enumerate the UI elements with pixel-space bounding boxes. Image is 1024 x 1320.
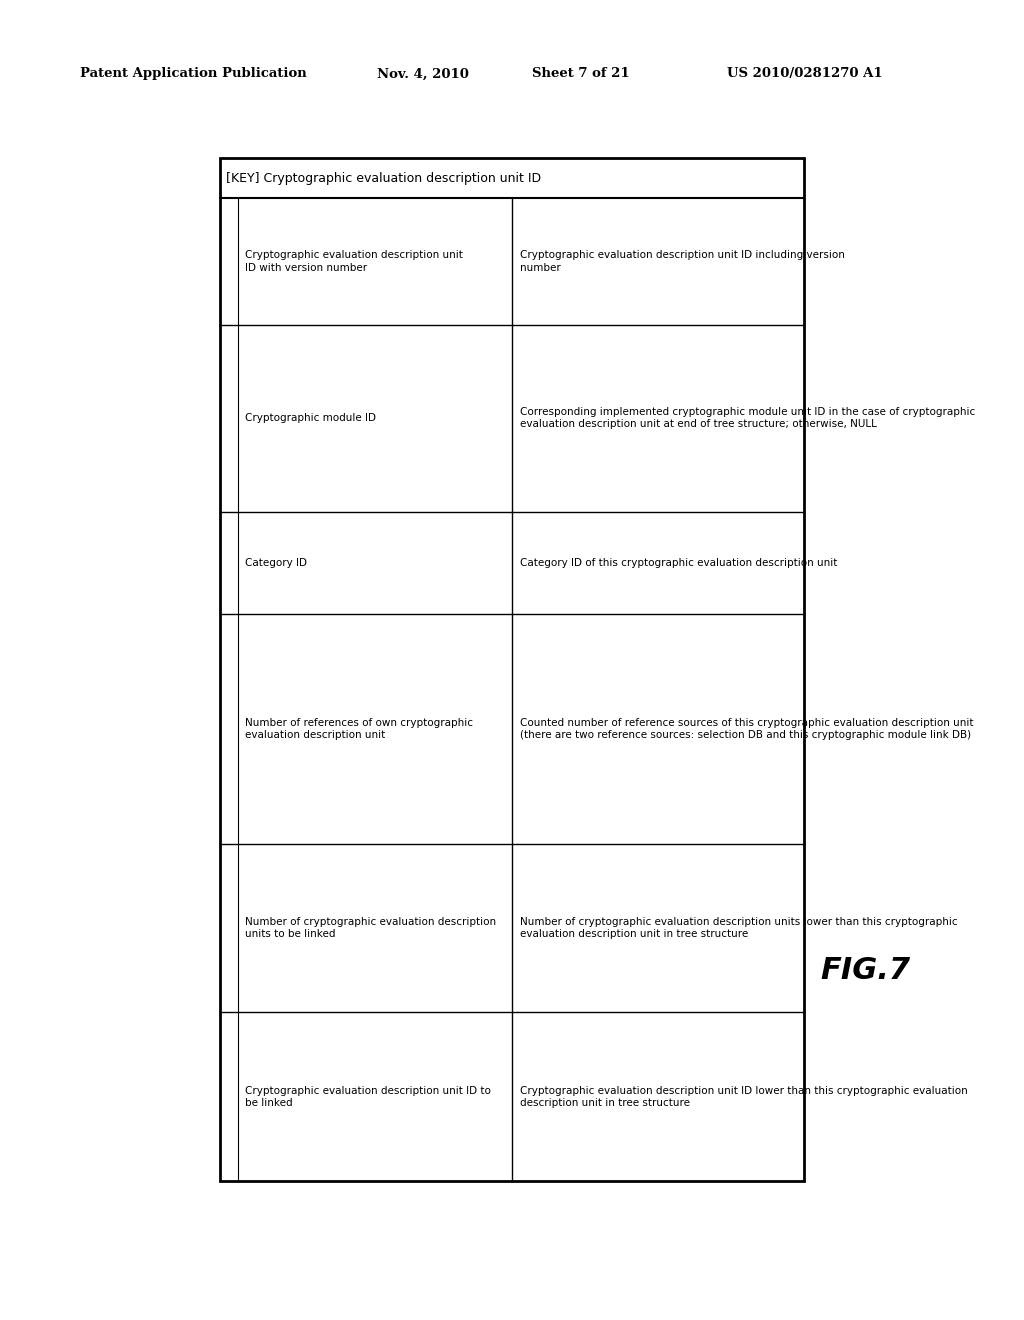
Text: Nov. 4, 2010: Nov. 4, 2010: [377, 67, 469, 81]
Text: Category ID of this cryptographic evaluation description unit: Category ID of this cryptographic evalua…: [520, 558, 838, 568]
Text: Corresponding implemented cryptographic module unit ID in the case of cryptograp: Corresponding implemented cryptographic …: [520, 407, 976, 429]
Text: Category ID: Category ID: [245, 558, 307, 568]
Text: Cryptographic evaluation description unit ID lower than this cryptographic evalu: Cryptographic evaluation description uni…: [520, 1086, 968, 1107]
Text: Patent Application Publication: Patent Application Publication: [80, 67, 306, 81]
Text: Cryptographic evaluation description unit ID to
be linked: Cryptographic evaluation description uni…: [245, 1086, 490, 1107]
Text: Cryptographic evaluation description unit ID including version
number: Cryptographic evaluation description uni…: [520, 251, 845, 272]
Bar: [220, 158, 804, 1181]
Text: Number of cryptographic evaluation description units lower than this cryptograph: Number of cryptographic evaluation descr…: [520, 917, 957, 940]
Text: Counted number of reference sources of this cryptographic evaluation description: Counted number of reference sources of t…: [520, 718, 974, 741]
Text: FIG.7: FIG.7: [820, 956, 910, 985]
Text: Number of cryptographic evaluation description
units to be linked: Number of cryptographic evaluation descr…: [245, 917, 496, 940]
Text: US 2010/0281270 A1: US 2010/0281270 A1: [727, 67, 883, 81]
Text: Sheet 7 of 21: Sheet 7 of 21: [532, 67, 630, 81]
Text: Cryptographic evaluation description unit
ID with version number: Cryptographic evaluation description uni…: [245, 251, 463, 272]
Text: Number of references of own cryptographic
evaluation description unit: Number of references of own cryptographi…: [245, 718, 473, 741]
Text: [KEY] Cryptographic evaluation description unit ID: [KEY] Cryptographic evaluation descripti…: [226, 172, 542, 185]
Text: Cryptographic module ID: Cryptographic module ID: [245, 413, 376, 424]
